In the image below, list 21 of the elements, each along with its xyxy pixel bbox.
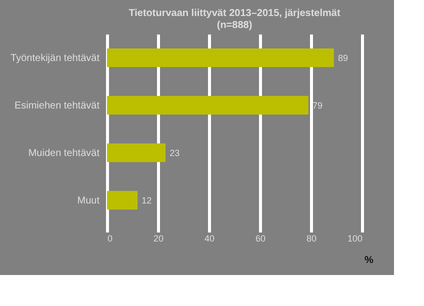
y-tick-label: Muut [77,195,100,206]
bar [107,48,334,68]
y-tick-label: Työntekijän tehtävät [10,52,100,64]
x-tick-label: 100 [347,234,362,244]
x-tick-label: 0 [108,234,113,244]
data-label: 89 [338,52,348,63]
x-tick-label: 60 [255,234,266,244]
y-tick-label: Muiden tehtävät [28,148,100,159]
text: Tietoturvaan liittyvät 2013–2015, järjestelmät [128,8,340,19]
data-label: 23 [170,148,180,158]
bar [107,190,138,210]
y-tick-label: Esimiehen tehtävät [14,100,100,112]
data-label: 79 [312,100,322,110]
text: % [364,255,374,266]
text: (n=888) [216,20,252,31]
bar [107,96,308,115]
bar [107,143,166,162]
x-tick-label: 40 [204,234,215,244]
x-tick-label: 80 [306,234,317,244]
data-label: 12 [142,195,152,206]
x-tick-label: 20 [153,234,164,244]
